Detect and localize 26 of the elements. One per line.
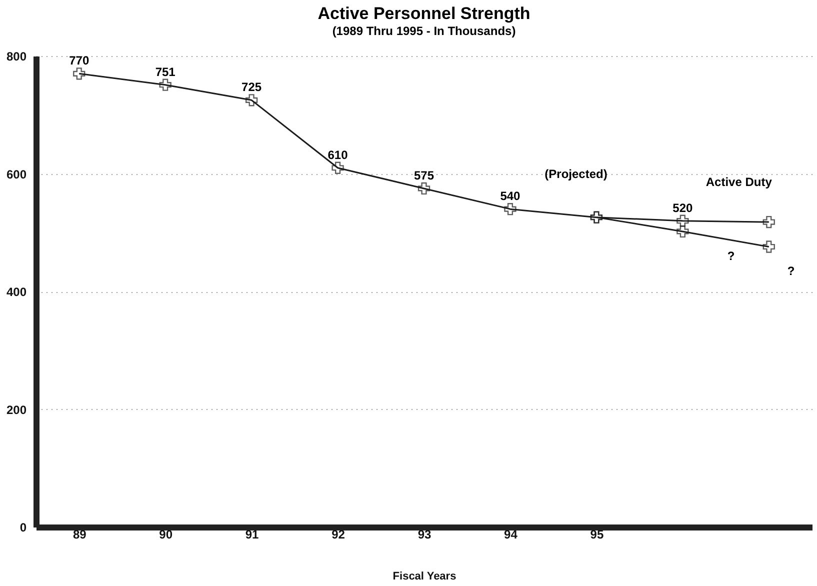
x-axis-title: Fiscal Years [392,570,456,582]
x-tick-label: 93 [418,528,432,542]
x-tick-label: 89 [72,528,87,542]
x-tick-label: 90 [159,528,173,542]
data-label: 770 [69,54,90,68]
data-label: 540 [500,189,521,204]
y-tick-label: 200 [6,402,27,417]
text: Active Duty [706,175,772,190]
x-tick-label: 91 [245,528,260,542]
annotation: (Projected) [544,167,608,181]
data-label: 751 [155,64,176,79]
y-tick-label: 600 [6,167,27,182]
data-label: 610 [328,148,348,162]
annotation: ? [727,249,735,263]
y-tick-label: 800 [6,50,27,64]
data-label: 725 [242,80,262,94]
chart-subtitle: (1989 Thru 1995 - In Thousands) [332,24,516,38]
annotation: ? [787,264,795,278]
x-tick-label: 95 [590,528,604,542]
y-tick-label: 0 [20,520,27,534]
x-tick-label: 94 [504,528,518,542]
x-tick-label: 92 [332,528,346,542]
chart-title: Active Personnel Strength [318,4,530,23]
data-label: 520 [672,200,693,215]
data-label: 575 [414,168,434,182]
y-tick-label: 400 [6,285,27,299]
